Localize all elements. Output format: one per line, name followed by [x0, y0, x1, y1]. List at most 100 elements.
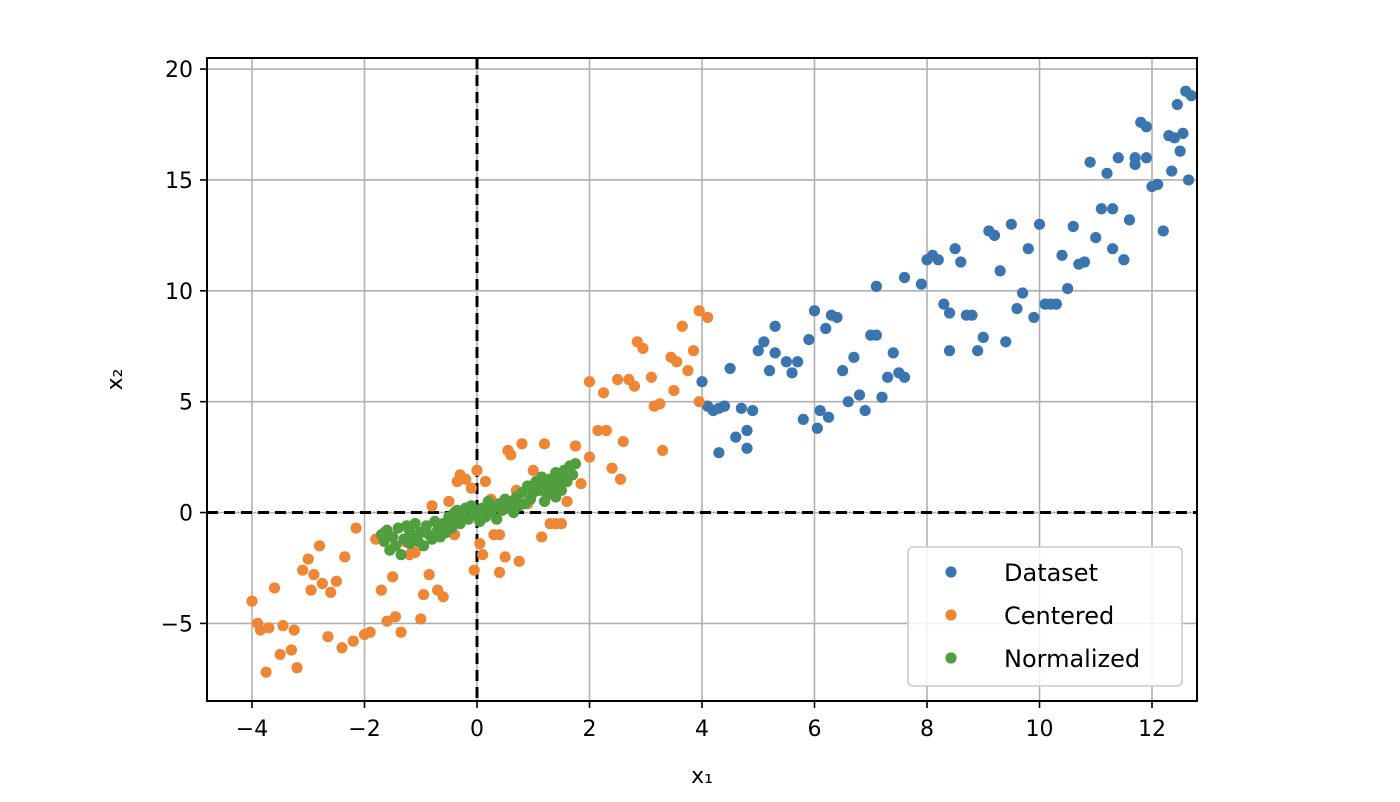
scatter-point-dataset: [1107, 243, 1119, 255]
scatter-point-centered: [474, 537, 486, 550]
legend-label-centered: Centered: [1004, 602, 1114, 630]
axis-ticks: −4 −2 0 2 4 6 8 10 12 −5 0 5 10 15 20: [161, 58, 1166, 742]
scatter-point-centered: [288, 624, 300, 636]
scatter-point-centered: [336, 642, 348, 654]
x-tick-label: 2: [583, 717, 597, 742]
scatter-point-normalized: [426, 533, 438, 545]
scatter-point-dataset: [730, 431, 742, 443]
scatter-point-centered: [364, 626, 376, 638]
scatter-point-dataset: [853, 389, 866, 401]
scatter-point-dataset: [1062, 282, 1074, 295]
scatter-point-centered: [668, 384, 680, 397]
scatter-point-centered: [437, 591, 449, 603]
scatter-point-dataset: [822, 411, 835, 423]
scatter-point-normalized: [491, 513, 503, 525]
scatter-point-dataset: [870, 280, 882, 292]
scatter-point-centered: [527, 464, 539, 477]
scatter-point-dataset: [988, 229, 1001, 241]
scatter-point-dataset: [966, 309, 978, 321]
scatter-point-dataset: [718, 400, 731, 412]
scatter-point-dataset: [780, 356, 792, 368]
scatter-point-centered: [465, 482, 477, 494]
y-tick-label: 15: [165, 169, 193, 194]
scatter-point-dataset: [769, 347, 781, 359]
legend-label-dataset: Dataset: [1004, 559, 1098, 587]
scatter-point-centered: [395, 626, 407, 638]
scatter-point-dataset: [1174, 145, 1186, 157]
x-tick-label: 4: [695, 717, 709, 742]
scatter-point-centered: [246, 595, 258, 607]
scatter-point-dataset: [1090, 231, 1102, 244]
scatter-point-centered: [614, 473, 627, 485]
scatter-point-centered: [555, 518, 567, 530]
scatter-point-centered: [637, 342, 649, 355]
x-tick-label: 8: [920, 717, 934, 742]
scatter-point-dataset: [1123, 214, 1136, 226]
reference-lines: [207, 58, 1197, 701]
scatter-point-centered: [538, 438, 551, 450]
scatter-point-centered: [426, 500, 438, 512]
scatter-point-normalized: [395, 549, 407, 561]
scatter-point-dataset: [1166, 165, 1178, 177]
scatter-point-dataset: [898, 271, 911, 284]
legend-marker-normalized: [945, 652, 957, 664]
scatter-point-centered: [671, 356, 683, 368]
scatter-point-centered: [575, 478, 587, 490]
scatter-point-dataset: [763, 365, 776, 377]
x-tick-label: 10: [1026, 717, 1054, 742]
scatter-point-dataset: [797, 413, 809, 426]
series-normalized: [375, 458, 582, 561]
scatter-point-dataset: [837, 365, 849, 377]
legend-box: [907, 546, 1183, 687]
scatter-point-centered: [612, 373, 624, 386]
scatter-point-dataset: [792, 356, 804, 368]
legend-label-normalized: Normalized: [1004, 645, 1140, 673]
scatter-point-dataset: [820, 322, 832, 335]
scatter-point-centered: [592, 424, 604, 437]
scatter-point-normalized: [392, 522, 404, 534]
scatter-point-dataset: [752, 345, 764, 357]
scatter-point-dataset: [1101, 167, 1113, 179]
scatter-point-dataset: [882, 371, 894, 383]
scatter-point-dataset: [949, 243, 961, 255]
scatter-point-dataset: [741, 442, 753, 454]
scatter-point-centered: [471, 464, 483, 477]
scatter-point-centered: [347, 635, 359, 647]
scatter-point-dataset: [1084, 156, 1096, 168]
scatter-point-centered: [316, 577, 328, 590]
scatter-point-normalized: [569, 458, 582, 470]
scatter-point-centered: [443, 495, 455, 508]
x-tick-label: −4: [236, 717, 268, 742]
scatter-point-dataset: [747, 404, 759, 417]
scatter-point-centered: [268, 582, 281, 594]
scatter-point-centered: [657, 444, 669, 457]
scatter-point-normalized: [454, 518, 466, 530]
scatter-point-centered: [606, 462, 618, 474]
scatter-point-dataset: [724, 362, 736, 375]
scatter-point-centered: [409, 546, 421, 559]
scatter-point-centered: [513, 555, 525, 567]
scatter-point-dataset: [1107, 203, 1119, 215]
scatter-point-centered: [516, 438, 528, 450]
y-tick-label: 5: [179, 391, 193, 416]
x-tick-label: −2: [348, 717, 380, 742]
scatter-point-dataset: [1011, 302, 1023, 315]
legend-marker-dataset: [945, 566, 957, 578]
scatter-point-centered: [569, 440, 582, 452]
scatter-point-normalized: [536, 471, 548, 483]
scatter-point-dataset: [1005, 218, 1017, 230]
scatter-point-centered: [297, 564, 309, 576]
scatter-point-centered: [313, 540, 326, 552]
scatter-point-dataset: [1129, 158, 1141, 171]
scatter-point-centered: [702, 311, 714, 324]
scatter-point-centered: [654, 398, 666, 410]
scatter-point-centered: [381, 615, 393, 627]
scatter-point-dataset: [1050, 298, 1062, 310]
scatter-point-centered: [285, 644, 297, 656]
scatter-point-normalized: [448, 506, 461, 519]
scatter-point-dataset: [735, 402, 747, 414]
scatter-point-centered: [600, 424, 612, 437]
scatter-point-normalized: [420, 520, 432, 532]
scatter-point-dataset: [859, 404, 871, 417]
